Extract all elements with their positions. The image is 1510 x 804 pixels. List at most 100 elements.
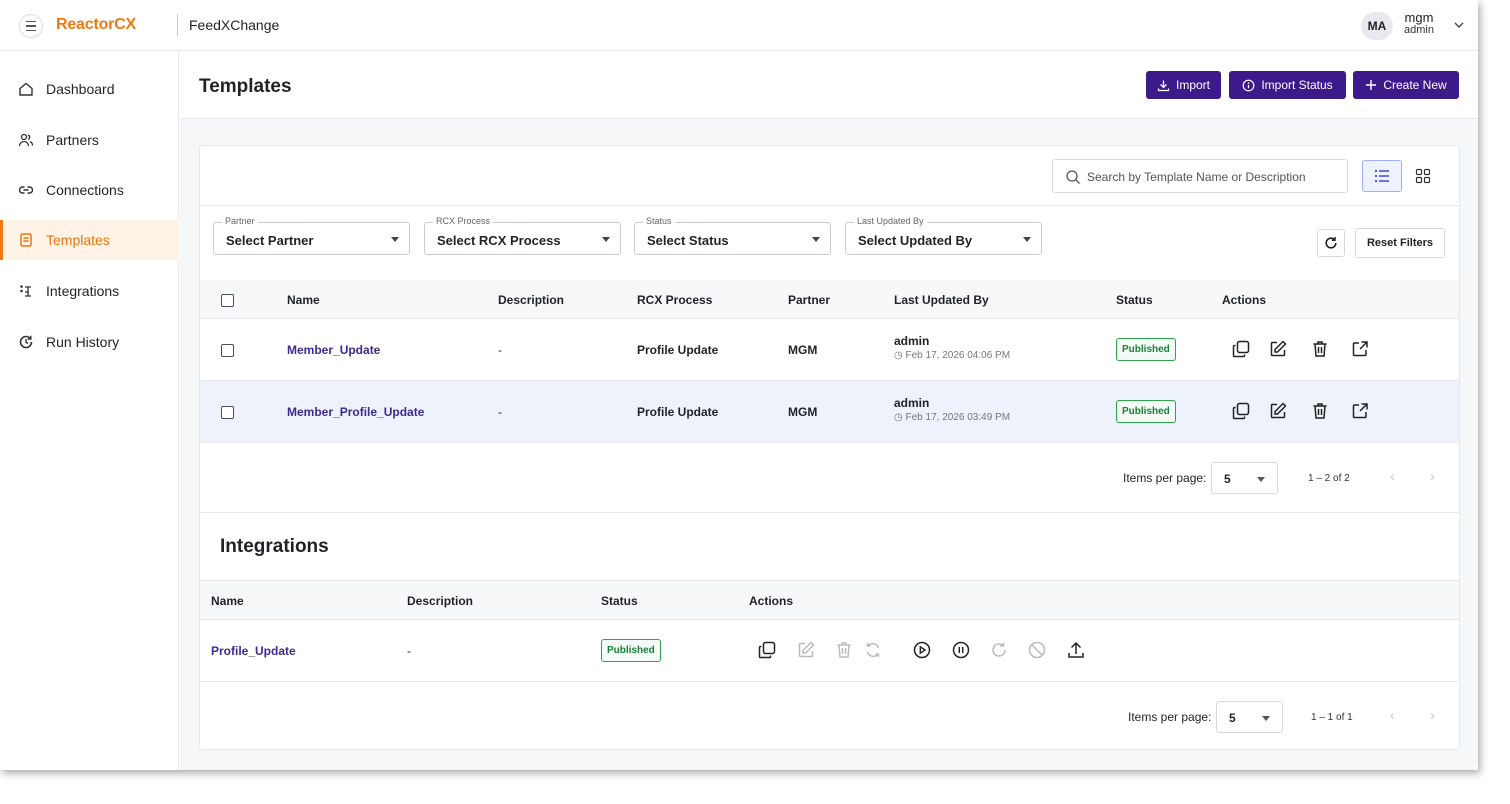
page-size-value: 5 bbox=[1224, 472, 1231, 486]
logo-text: ReactorCX bbox=[56, 16, 137, 33]
search-input[interactable]: Search by Template Name or Description bbox=[1052, 159, 1348, 193]
filter-legend: Last Updated By bbox=[854, 216, 927, 226]
users-icon bbox=[18, 133, 34, 147]
divider bbox=[200, 318, 1459, 319]
updated-at: Feb 17, 2026 04:06 PM bbox=[905, 350, 1011, 361]
delete-icon[interactable] bbox=[1310, 401, 1330, 421]
integrations-title: Integrations bbox=[220, 536, 329, 557]
row-checkbox[interactable] bbox=[221, 406, 234, 419]
col-name: Name bbox=[211, 594, 244, 608]
copy-icon[interactable] bbox=[1231, 339, 1251, 359]
reset-filters-button[interactable]: Reset Filters bbox=[1355, 228, 1445, 258]
template-name-link[interactable]: Member_Profile_Update bbox=[287, 405, 425, 419]
plus-icon bbox=[1366, 80, 1377, 90]
col-name: Name bbox=[287, 293, 320, 307]
copy-icon[interactable] bbox=[757, 640, 777, 660]
rcx-process-filter[interactable]: RCX Process Select RCX Process bbox=[424, 216, 621, 255]
updated-cell: admin ◷ Feb 17, 2026 04:06 PM bbox=[894, 334, 1010, 361]
filter-value: Select Partner bbox=[226, 233, 314, 248]
restart-icon bbox=[992, 642, 1006, 657]
import-status-button[interactable]: Import Status bbox=[1229, 71, 1346, 99]
divider bbox=[200, 619, 1459, 620]
refresh-button[interactable] bbox=[1317, 229, 1345, 257]
chevron-down-icon[interactable] bbox=[1453, 19, 1465, 31]
status-filter[interactable]: Status Select Status bbox=[634, 216, 831, 255]
templates-card: Search by Template Name or Description P… bbox=[199, 145, 1460, 750]
open-external-icon[interactable] bbox=[1350, 339, 1370, 359]
upload-icon[interactable] bbox=[1066, 640, 1086, 660]
process-cell: Profile Update bbox=[637, 343, 719, 357]
table-row[interactable]: Member_Profile_Update - Profile Update M… bbox=[200, 381, 1459, 443]
description-cell: - bbox=[498, 343, 502, 357]
app-name: FeedXChange bbox=[189, 17, 280, 33]
dropdown-arrow-icon bbox=[391, 237, 399, 242]
col-last-updated-by: Last Updated By bbox=[894, 293, 989, 307]
integration-name-link[interactable]: Profile_Update bbox=[211, 644, 296, 658]
table-row[interactable]: Member_Update - Profile Update MGM admin… bbox=[200, 319, 1459, 381]
dropdown-arrow-icon bbox=[1257, 477, 1265, 482]
sidebar-item-templates[interactable]: Templates bbox=[0, 220, 179, 260]
col-actions: Actions bbox=[749, 594, 794, 608]
updated-at: Feb 17, 2026 03:49 PM bbox=[905, 412, 1011, 423]
sidebar-item-integrations[interactable]: Integrations bbox=[0, 271, 179, 311]
import-button[interactable]: Import bbox=[1146, 71, 1221, 99]
sidebar-item-label: Partners bbox=[46, 132, 99, 148]
logo[interactable]: ReactorCX bbox=[56, 14, 136, 36]
avatar[interactable]: MA bbox=[1361, 12, 1393, 40]
next-page-icon[interactable]: › bbox=[1430, 468, 1435, 484]
play-icon[interactable] bbox=[912, 640, 932, 660]
items-per-page-label: Items per page: bbox=[1123, 471, 1207, 485]
edit-icon[interactable] bbox=[1268, 401, 1288, 421]
partner-cell: MGM bbox=[788, 343, 818, 357]
page-size-select[interactable]: 5 bbox=[1211, 462, 1278, 494]
sidebar-item-dashboard[interactable]: Dashboard bbox=[0, 69, 179, 109]
partner-filter[interactable]: Partner Select Partner bbox=[213, 216, 410, 255]
search-placeholder: Search by Template Name or Description bbox=[1087, 170, 1306, 184]
grid-icon bbox=[1415, 168, 1431, 184]
filter-value: Select Updated By bbox=[858, 233, 973, 248]
template-name-link[interactable]: Member_Update bbox=[287, 343, 381, 357]
filter-legend: Partner bbox=[222, 216, 258, 226]
prev-page-icon[interactable]: ‹ bbox=[1390, 707, 1395, 723]
filter-value: Select RCX Process bbox=[437, 233, 561, 248]
templates-table-header: Name Description RCX Process Partner Las… bbox=[200, 280, 1459, 319]
page-size-select[interactable]: 5 bbox=[1216, 701, 1283, 733]
sidebar-item-partners[interactable]: Partners bbox=[0, 120, 179, 160]
filter-legend: RCX Process bbox=[433, 216, 494, 226]
menu-icon[interactable] bbox=[19, 14, 43, 38]
filter-legend: Status bbox=[643, 216, 675, 226]
updated-by-filter[interactable]: Last Updated By Select Updated By bbox=[845, 216, 1042, 255]
user-menu[interactable]: mgm admin bbox=[1404, 11, 1434, 37]
col-status: Status bbox=[1116, 293, 1153, 307]
partner-cell: MGM bbox=[788, 405, 818, 419]
grid-view-button[interactable] bbox=[1404, 160, 1442, 192]
pause-icon[interactable] bbox=[951, 640, 971, 660]
sidebar-item-label: Run History bbox=[46, 334, 120, 350]
main-content: Templates Import Import Status Create Ne… bbox=[180, 51, 1478, 770]
dropdown-arrow-icon bbox=[1023, 237, 1031, 242]
sidebar-item-run-history[interactable]: Run History bbox=[0, 322, 179, 362]
row-checkbox[interactable] bbox=[221, 344, 234, 357]
table-row[interactable]: Profile_Update - Published bbox=[200, 620, 1459, 682]
disable-icon bbox=[1028, 641, 1046, 659]
delete-icon[interactable] bbox=[1310, 339, 1330, 359]
prev-page-icon[interactable]: ‹ bbox=[1390, 468, 1395, 484]
header-divider bbox=[177, 14, 178, 36]
create-new-button[interactable]: Create New bbox=[1353, 71, 1459, 99]
sync-icon bbox=[866, 642, 880, 658]
copy-icon[interactable] bbox=[1231, 401, 1251, 421]
next-page-icon[interactable]: › bbox=[1430, 707, 1435, 723]
search-icon bbox=[1066, 170, 1080, 184]
divider bbox=[200, 512, 1459, 513]
app-window: ReactorCX FeedXChange MA mgm admin Dashb… bbox=[0, 11, 1478, 770]
process-cell: Profile Update bbox=[637, 405, 719, 419]
sidebar-item-label: Connections bbox=[46, 182, 124, 198]
sidebar-item-connections[interactable]: Connections bbox=[0, 170, 179, 210]
delete-icon bbox=[837, 642, 851, 658]
col-actions: Actions bbox=[1222, 293, 1267, 307]
list-view-button[interactable] bbox=[1362, 160, 1402, 192]
select-all-checkbox[interactable] bbox=[221, 294, 234, 307]
info-icon bbox=[1242, 79, 1255, 91]
open-external-icon[interactable] bbox=[1350, 401, 1370, 421]
edit-icon[interactable] bbox=[1268, 339, 1288, 359]
